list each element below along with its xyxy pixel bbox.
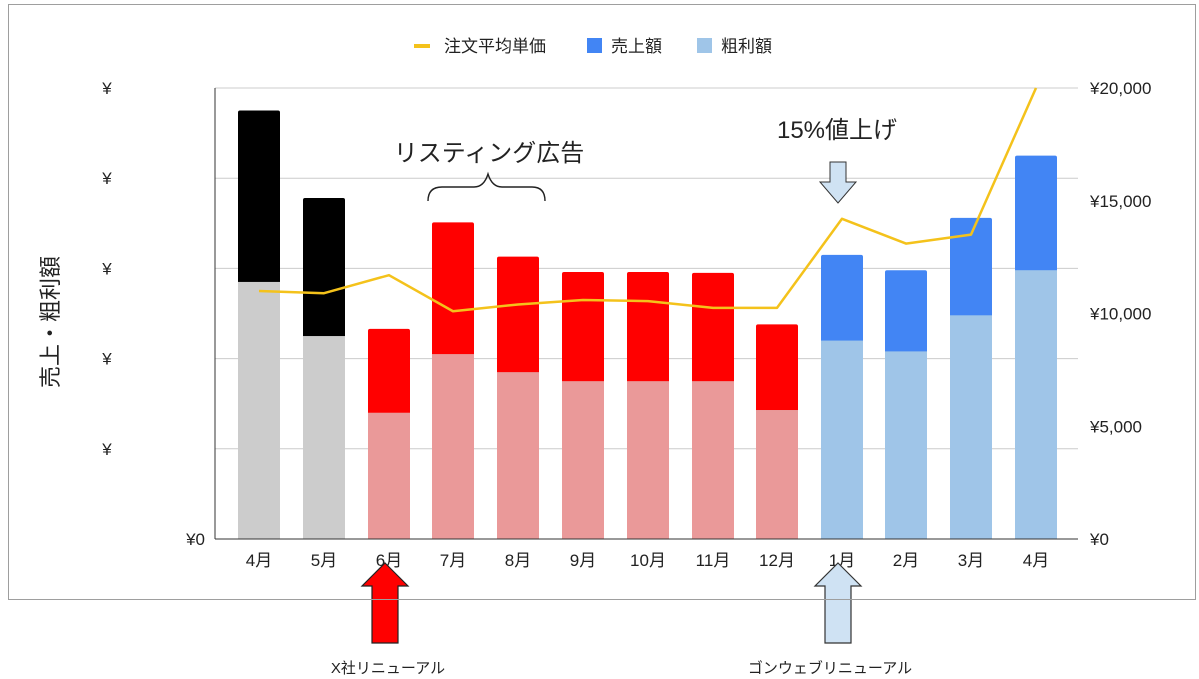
x-tick-label: 4月 [246, 551, 272, 570]
left-tick-label: ¥0 [185, 530, 205, 549]
left-tick-label: ¥ [101, 259, 112, 278]
price-increase-label: 15%値上げ [777, 117, 897, 144]
x-tick-label: 7月 [440, 551, 466, 570]
red-up-arrow-icon [360, 562, 410, 644]
left-tick-label: ¥ [101, 79, 112, 98]
x-tick-label: 10月 [630, 551, 666, 570]
legend-label-avg-price: 注文平均単価 [444, 37, 546, 56]
x-tick-label: 9月 [570, 551, 596, 570]
left-tick-label: ¥ [101, 169, 112, 188]
legend-label-profit: 粗利額 [721, 37, 772, 56]
axes [214, 88, 1078, 540]
profit-bar [562, 381, 604, 539]
right-tick-label: ¥5,000 [1089, 417, 1142, 436]
down-arrow-icon [818, 161, 858, 204]
legend-label-sales: 売上額 [611, 37, 662, 56]
profit-bar [238, 281, 280, 539]
left-tick-label: ¥ [101, 440, 112, 459]
profit-bar [756, 410, 798, 539]
x-renewal-caption: X社リニューアル [330, 660, 446, 677]
profit-bar [627, 381, 669, 539]
y-axis-label: 売上・粗利額 [38, 256, 63, 388]
legend: 注文平均単価 売上額 粗利額 [414, 37, 772, 56]
gridlines [215, 87, 1078, 450]
listing-ad-label: リスティング広告 [394, 140, 585, 167]
bar-series [238, 110, 1057, 540]
left-tick-label: ¥ [101, 350, 112, 369]
brace-icon [427, 171, 546, 202]
profit-bar [885, 351, 927, 539]
right-axis-ticks: ¥0 ¥5,000 ¥10,000 ¥15,000 ¥20,000 [1089, 79, 1151, 549]
profit-bar [368, 412, 410, 539]
x-tick-label: 2月 [893, 551, 919, 570]
x-tick-label: 11月 [696, 551, 731, 570]
right-tick-label: ¥15,000 [1089, 192, 1151, 211]
profit-bar [821, 340, 863, 539]
profit-bar [692, 381, 734, 539]
profit-bar [1015, 270, 1057, 539]
profit-bar [950, 315, 992, 539]
right-tick-label: ¥10,000 [1089, 305, 1151, 324]
x-tick-label: 8月 [505, 551, 531, 570]
blue-up-arrow-icon [813, 562, 863, 644]
profit-bar [497, 372, 539, 539]
right-tick-label: ¥20,000 [1089, 79, 1151, 98]
gonwave-renewal-caption: ゴンウェブリニューアル [747, 660, 913, 677]
x-tick-label: 3月 [958, 551, 984, 570]
x-tick-label: 4月 [1023, 551, 1049, 570]
legend-square-icon [697, 38, 712, 53]
profit-bar [303, 336, 345, 539]
left-axis-ticks: ¥0 ¥ ¥ ¥ ¥ ¥ [101, 79, 205, 549]
x-axis-ticks: 4月 5月 6月 7月 8月 9月 10月 11月 12月 1月 2月 3月 4月 [246, 551, 1049, 570]
line-series [258, 87, 1038, 313]
legend-square-icon [587, 38, 602, 53]
right-tick-label: ¥0 [1089, 530, 1109, 549]
profit-bar [432, 354, 474, 539]
x-tick-label: 5月 [311, 551, 337, 570]
x-tick-label: 12月 [759, 551, 795, 570]
